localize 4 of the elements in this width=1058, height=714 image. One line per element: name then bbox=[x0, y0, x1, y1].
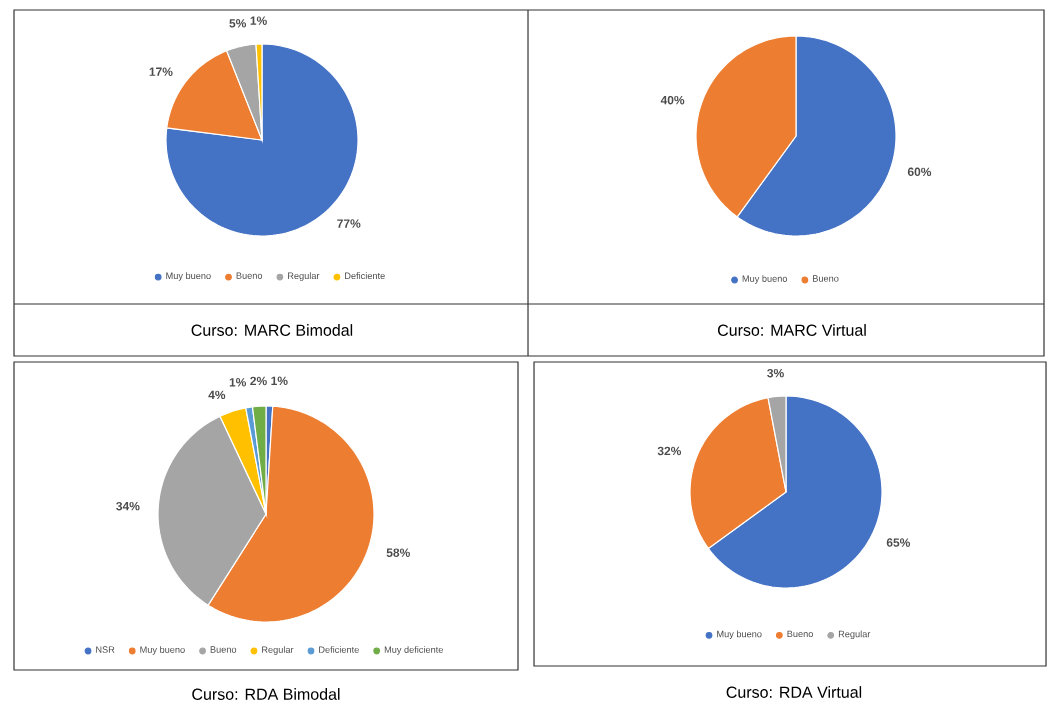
text: Curso: RDA Virtual bbox=[726, 686, 862, 698]
text: Curso: MARC Bimodal bbox=[191, 324, 353, 336]
text: Curso: MARC Virtual bbox=[717, 324, 866, 336]
text: Curso: RDA Bimodal bbox=[192, 688, 340, 700]
